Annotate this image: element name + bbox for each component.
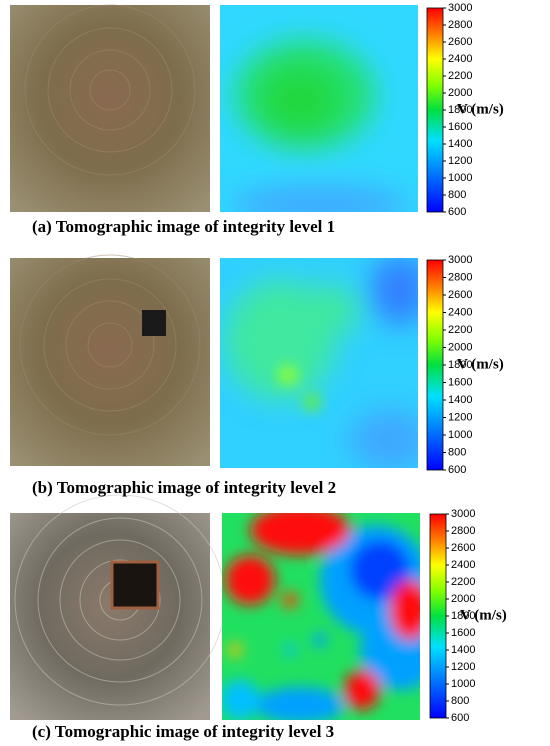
colorbar-tick-label: 2000	[448, 87, 472, 99]
specimen-photo	[10, 513, 210, 720]
colorbar-tick-label: 1400	[448, 138, 472, 150]
colorbar-tick-label: 2200	[448, 70, 472, 82]
colorbar-tick-label: 800	[451, 695, 469, 707]
colorbar-tick-label: 600	[451, 712, 469, 724]
colorbar-tick-label: 3000	[448, 2, 472, 14]
colorbar-label: V (m/s)	[457, 101, 504, 117]
colorbar-tick-label: 1800	[448, 104, 472, 116]
colorbar-tick-label: 2000	[448, 341, 472, 353]
colorbar	[429, 513, 447, 719]
colorbar-tick-label: 1400	[448, 394, 472, 406]
colorbar-tick-label: 1000	[448, 429, 472, 441]
specimen-photo	[10, 258, 210, 466]
tomogram	[220, 258, 418, 468]
colorbar-tick-label: 1600	[448, 121, 472, 133]
colorbar-tick-label: 2600	[451, 542, 475, 554]
colorbar-label: V (m/s)	[457, 356, 504, 372]
tomogram	[220, 5, 418, 212]
colorbar	[426, 7, 444, 213]
caption: (b) Tomographic image of integrity level…	[32, 478, 336, 497]
colorbar-tick-label: 1000	[451, 678, 475, 690]
caption: (c) Tomographic image of integrity level…	[32, 722, 334, 741]
colorbar-tick-label: 3000	[451, 508, 475, 520]
panel-c	[10, 494, 420, 720]
colorbar-tick-label: 1800	[451, 610, 475, 622]
colorbar-tick-label: 1200	[451, 661, 475, 673]
tomogram	[222, 513, 420, 720]
colorbar-tick-label: 2800	[448, 19, 472, 31]
defect-hole	[142, 310, 166, 336]
growth-rings	[19, 254, 201, 436]
colorbar-tick-label: 800	[448, 446, 466, 458]
colorbar-tick-label: 2400	[448, 306, 472, 318]
colorbar-tick-label: 1600	[448, 376, 472, 388]
colorbar-tick-label: 800	[448, 189, 466, 201]
colorbar-tick-label: 2000	[451, 593, 475, 605]
panel-a	[10, 4, 418, 212]
colorbar-tick-label: 2800	[448, 271, 472, 283]
colorbar-tick-label: 1400	[451, 644, 475, 656]
colorbar-tick-label: 1800	[448, 359, 472, 371]
colorbar	[426, 259, 444, 471]
caption: (a) Tomographic image of integrity level…	[32, 217, 335, 236]
colorbar-tick-label: 2200	[448, 324, 472, 336]
growth-rings	[24, 4, 196, 176]
colorbar-tick-label: 2800	[451, 525, 475, 537]
panel-b	[10, 254, 418, 468]
defect-hole	[110, 560, 160, 610]
colorbar-tick-label: 2600	[448, 289, 472, 301]
colorbar-tick-label: 2400	[448, 53, 472, 65]
specimen-photo	[10, 5, 210, 212]
colorbar-tick-label: 2400	[451, 559, 475, 571]
colorbar-tick-label: 1200	[448, 411, 472, 423]
colorbar-tick-label: 1200	[448, 155, 472, 167]
colorbar-tick-label: 1600	[451, 627, 475, 639]
colorbar-tick-label: 600	[448, 206, 466, 218]
colorbar-tick-label: 600	[448, 464, 466, 476]
colorbar-label: V (m/s)	[460, 607, 507, 623]
colorbar-tick-label: 2200	[451, 576, 475, 588]
colorbar-tick-label: 1000	[448, 172, 472, 184]
colorbar-tick-label: 2600	[448, 36, 472, 48]
colorbar-tick-label: 3000	[448, 254, 472, 266]
